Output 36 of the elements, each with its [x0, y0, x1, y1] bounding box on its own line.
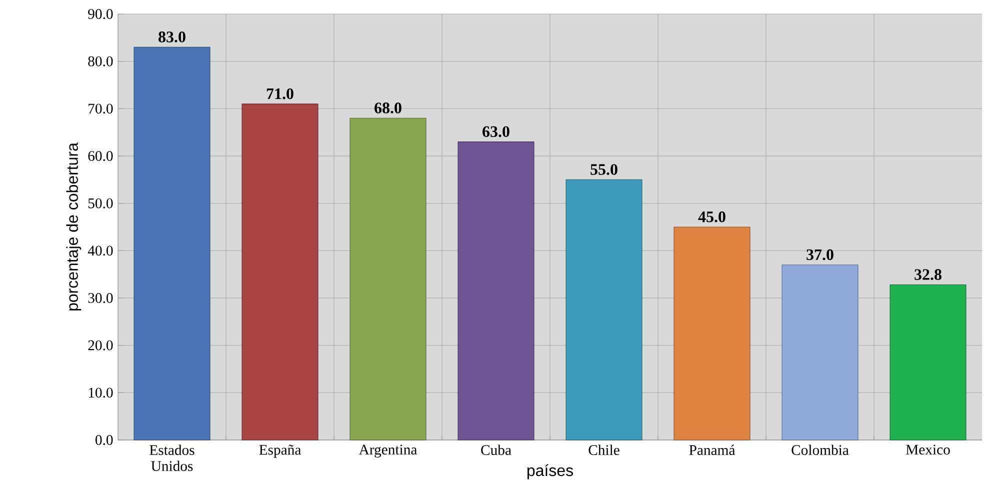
data-label: 68.0	[374, 102, 402, 114]
x-tick-label: Panamá	[689, 444, 736, 456]
y-tick-label: 70.0	[88, 104, 113, 114]
y-tick-label: 20.0	[88, 340, 113, 350]
bar	[458, 142, 534, 440]
data-label: 55.0	[590, 164, 618, 175]
y-tick-label: 0.0	[96, 435, 113, 445]
data-label: 83.0	[158, 32, 186, 42]
bar	[242, 104, 318, 440]
bar	[782, 264, 858, 440]
x-tick-label: Chile	[588, 444, 620, 456]
data-label: 32.8	[914, 269, 942, 280]
x-axis-title: países	[527, 464, 573, 480]
data-label: 37.0	[806, 249, 834, 260]
bar	[566, 179, 642, 440]
y-tick-label: 60.0	[88, 151, 113, 161]
x-tick-label: Colombia	[792, 444, 849, 456]
y-tick-label: 90.0	[88, 9, 113, 19]
x-tick-label: Cuba	[481, 444, 512, 456]
data-label: 45.0	[698, 211, 726, 222]
x-tick-label: España	[259, 444, 301, 458]
x-tick-label: Mexico	[906, 444, 950, 455]
data-label: 71.0	[266, 88, 294, 100]
y-axis-title: porcentaje de cobertura	[66, 142, 82, 310]
y-tick-label: 30.0	[88, 293, 113, 303]
y-tick-label: 10.0	[88, 388, 113, 398]
x-tick-label: Argentina	[358, 444, 418, 458]
bar	[890, 284, 966, 440]
bar	[350, 118, 426, 440]
y-tick-label: 40.0	[88, 246, 113, 256]
bar	[674, 226, 750, 440]
y-tick-label: 50.0	[88, 198, 113, 208]
x-tick-label: Estados Unidos	[150, 444, 194, 472]
data-label: 63.0	[482, 126, 510, 138]
y-tick-label: 80.0	[88, 56, 113, 66]
bar	[134, 46, 210, 440]
